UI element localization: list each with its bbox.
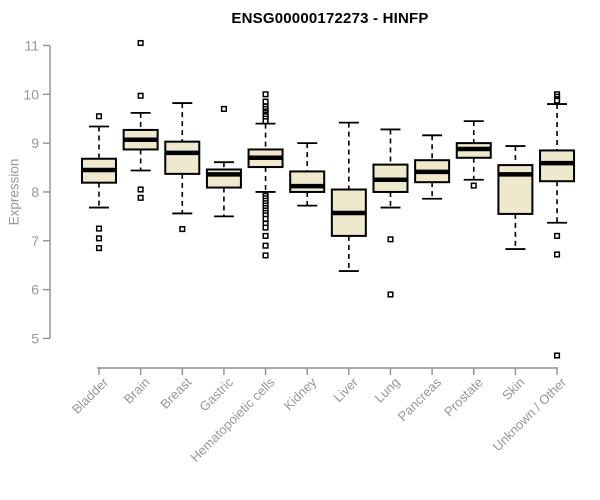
y-tick-label-9: 9 [31,135,39,151]
outlier-point [553,352,561,359]
outlier-point [553,251,561,258]
outlier-point [262,118,269,125]
x-tick-label-prostate: Prostate [441,375,486,420]
outlier-point [262,224,269,231]
y-tick-label-10: 10 [23,86,39,102]
x-tick-label-gastric: Gastric [196,374,236,414]
y-tick-label-5: 5 [31,330,39,346]
x-tick-label-unknown-other: Unknown / Other [490,374,570,454]
boxplot-pancreas [414,134,451,200]
boxplot-skin [497,145,534,250]
boxplot-brain [122,39,159,201]
boxplot-prostate [455,120,492,189]
y-tick-label-7: 7 [31,233,39,249]
y-tick-label-11: 11 [24,37,39,53]
outlier-point [553,232,561,239]
outlier-point [137,194,144,201]
outlier-point [137,39,144,47]
box-rect [164,140,201,175]
chart-title: ENSG00000172273 - HINFP [231,10,429,27]
outlier-point [262,242,269,249]
boxplot-kidney [289,142,326,207]
x-tick-label-brain: Brain [121,375,153,407]
boxplot-hematopoietic-cells [247,91,284,259]
boxplot-liver [330,121,367,272]
x-tick-label-pancreas: Pancreas [395,374,445,424]
boxplot-lung [372,128,409,298]
outlier-point [387,291,394,298]
outlier-point [95,235,103,242]
box-rect [289,170,326,193]
x-tick-label-breast: Breast [157,374,194,411]
box-rect [539,149,576,183]
boxplot-breast [164,102,201,233]
outlier-point [262,232,269,239]
outlier-point [95,245,103,252]
boxplot-gastric [205,105,242,218]
x-tick-label-kidney: Kidney [281,374,320,413]
outlier-point [553,97,561,104]
outlier-point [262,98,269,105]
outlier-point [262,91,269,98]
x-tick-label-lung: Lung [372,375,403,406]
y-tick-label-6: 6 [31,282,39,298]
y-tick-label-8: 8 [31,184,39,200]
outlier-point [179,226,186,233]
outlier-point [262,215,269,222]
outlier-point [470,182,477,189]
outlier-point [137,186,144,193]
x-tick-label-liver: Liver [330,374,361,405]
outlier-point [95,225,103,232]
outlier-point [387,236,394,243]
outlier-point [220,105,227,112]
outlier-point [137,92,144,99]
boxplot-bladder [81,113,117,252]
outlier-point [262,252,269,259]
outlier-point [95,113,103,120]
x-tick-label-bladder: Bladder [69,374,112,417]
x-tick-label-skin: Skin [499,375,527,403]
boxplot-unknown-other [539,91,576,359]
